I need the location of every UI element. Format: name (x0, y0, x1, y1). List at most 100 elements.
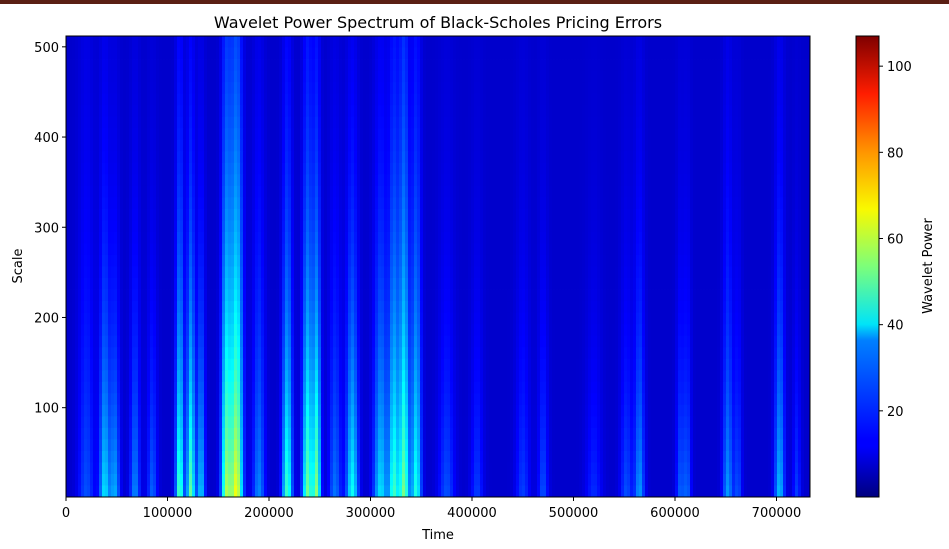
heatmap-cell (453, 185, 457, 198)
heatmap-cell (609, 70, 613, 83)
heatmap-cell (291, 93, 295, 106)
heatmap-cell (576, 82, 580, 95)
heatmap-cell (339, 185, 343, 198)
heatmap-cell (420, 105, 424, 118)
heatmap-cell (147, 162, 151, 175)
heatmap-cell (540, 82, 544, 95)
heatmap-cell (327, 197, 331, 210)
heatmap-cell (525, 47, 529, 60)
heatmap-cell (801, 139, 805, 152)
heatmap-cell (96, 82, 100, 95)
heatmap-cell (612, 139, 616, 152)
heatmap-cell (489, 174, 493, 187)
heatmap-cell (792, 82, 796, 95)
heatmap-cell (129, 151, 133, 164)
heatmap-cell (285, 70, 289, 83)
heatmap-cell (507, 82, 511, 95)
heatmap-cell (396, 82, 400, 95)
heatmap-cell (510, 197, 514, 210)
heatmap-cell (306, 93, 310, 106)
heatmap-cell (591, 243, 595, 256)
heatmap-cell (702, 70, 706, 83)
heatmap-cell (225, 174, 229, 187)
heatmap-cell (69, 243, 73, 256)
heatmap-cell (444, 93, 448, 106)
heatmap-cell (195, 185, 199, 198)
heatmap-cell (240, 162, 244, 175)
heatmap-cell (96, 116, 100, 129)
heatmap-cell (300, 70, 304, 83)
heatmap-cell (270, 243, 274, 256)
heatmap-cell (807, 174, 811, 187)
heatmap-cell (249, 174, 253, 187)
heatmap-cell (783, 243, 787, 256)
heatmap-cell (129, 82, 133, 95)
heatmap-cell (675, 105, 679, 118)
heatmap-cell (528, 174, 532, 187)
heatmap-cell (381, 174, 385, 187)
heatmap-cell (231, 93, 235, 106)
heatmap-cell (249, 116, 253, 129)
heatmap-cell (357, 105, 361, 118)
heatmap-cell (87, 93, 91, 106)
heatmap-cell (738, 105, 742, 118)
heatmap-cell (693, 82, 697, 95)
heatmap-cell (783, 105, 787, 118)
heatmap-cell (288, 139, 292, 152)
heatmap-cell (390, 36, 394, 48)
heatmap-cell (759, 220, 763, 233)
heatmap-cell (537, 254, 541, 267)
heatmap-cell (456, 93, 460, 106)
heatmap-cell (765, 47, 769, 60)
heatmap-cell (117, 128, 121, 141)
heatmap-cell (405, 151, 409, 164)
heatmap-cell (147, 254, 151, 267)
heatmap-cell (609, 59, 613, 71)
heatmap-cell (771, 70, 775, 83)
heatmap-cell (453, 116, 457, 129)
heatmap-cell (636, 59, 640, 71)
heatmap-cell (102, 174, 106, 187)
heatmap-cell (747, 220, 751, 233)
heatmap-cell (474, 59, 478, 71)
heatmap-cell (369, 162, 373, 175)
heatmap-cell (459, 162, 463, 175)
heatmap-cell (609, 93, 613, 106)
heatmap-cell (129, 174, 133, 187)
heatmap-cell (456, 116, 460, 129)
heatmap-cell (159, 139, 163, 152)
heatmap-cell (324, 162, 328, 175)
heatmap-cell (552, 139, 556, 152)
heatmap-cell (300, 174, 304, 187)
heatmap-cell (612, 128, 616, 141)
heatmap-cell (738, 151, 742, 164)
heatmap-cell (342, 208, 346, 221)
heatmap-cell (708, 36, 712, 48)
heatmap-cell (759, 139, 763, 152)
heatmap-cell (522, 231, 526, 244)
heatmap-cell (411, 93, 415, 106)
heatmap-cell (309, 128, 313, 141)
heatmap-cell (294, 59, 298, 71)
heatmap-cell (375, 36, 379, 48)
heatmap-cell (114, 197, 118, 210)
heatmap-cell (426, 197, 430, 210)
heatmap-cell (324, 128, 328, 141)
heatmap-cell (759, 128, 763, 141)
heatmap-cell (717, 197, 721, 210)
heatmap-cell (669, 36, 673, 48)
heatmap-cell (72, 162, 76, 175)
heatmap-cell (465, 47, 469, 60)
heatmap-cell (753, 254, 757, 267)
heatmap-cell (684, 208, 688, 221)
heatmap-cell (255, 116, 259, 129)
heatmap-cell (69, 93, 73, 106)
heatmap-cell (744, 185, 748, 198)
heatmap-cell (570, 82, 574, 95)
heatmap-cell (411, 151, 415, 164)
heatmap-cell (429, 70, 433, 83)
heatmap-cell (714, 82, 718, 95)
heatmap-cell (141, 105, 145, 118)
heatmap-cell (138, 197, 142, 210)
heatmap-cell (282, 128, 286, 141)
